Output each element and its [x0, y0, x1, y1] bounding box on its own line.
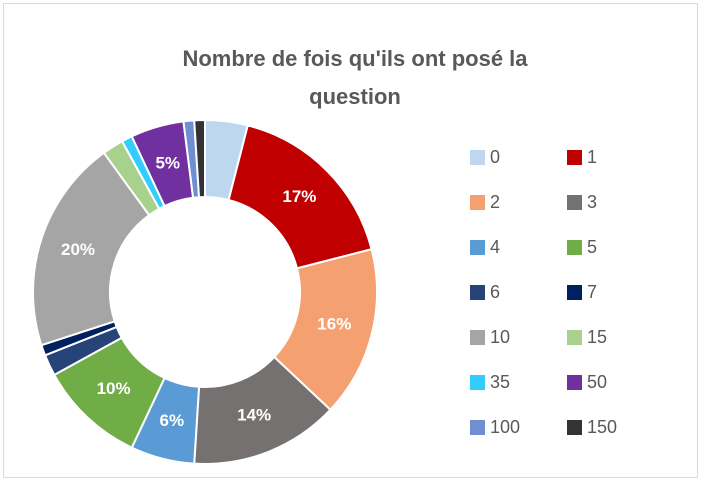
- legend-swatch: [470, 375, 485, 390]
- legend-label: 10: [490, 327, 510, 347]
- legend-label: 7: [587, 282, 597, 302]
- data-label: 14%: [237, 406, 271, 425]
- data-label: 10%: [97, 379, 131, 398]
- data-label: 20%: [61, 240, 95, 259]
- chart-frame: [3, 3, 698, 478]
- legend-label: 100: [490, 417, 520, 437]
- legend-label: 150: [587, 417, 617, 437]
- legend-swatch: [567, 195, 582, 210]
- legend-label: 15: [587, 327, 607, 347]
- legend-swatch: [470, 150, 485, 165]
- legend-swatch: [470, 195, 485, 210]
- legend-swatch: [567, 240, 582, 255]
- legend-label: 6: [490, 282, 500, 302]
- legend-label: 2: [490, 192, 500, 212]
- legend-swatch: [567, 150, 582, 165]
- legend-swatch: [567, 420, 582, 435]
- legend-label: 4: [490, 237, 500, 257]
- legend-swatch: [470, 420, 485, 435]
- data-label: 17%: [282, 187, 316, 206]
- data-label: 5%: [155, 153, 180, 172]
- donut-slice: [32, 151, 151, 347]
- legend-swatch: [470, 240, 485, 255]
- legend-swatch: [470, 285, 485, 300]
- donut-slice: [193, 118, 206, 199]
- legend-label: 50: [587, 372, 607, 392]
- data-label: 16%: [317, 315, 351, 334]
- legend-swatch: [567, 285, 582, 300]
- chart-title: Nombre de fois qu'ils ont posé la questi…: [182, 46, 528, 109]
- legend-label: 5: [587, 237, 597, 257]
- legend-label: 0: [490, 147, 500, 167]
- legend-label: 35: [490, 372, 510, 392]
- legend-label: 1: [587, 147, 597, 167]
- legend-swatch: [470, 330, 485, 345]
- legend-swatch: [567, 330, 582, 345]
- legend-swatch: [567, 375, 582, 390]
- data-label: 6%: [160, 411, 185, 430]
- legend-label: 3: [587, 192, 597, 212]
